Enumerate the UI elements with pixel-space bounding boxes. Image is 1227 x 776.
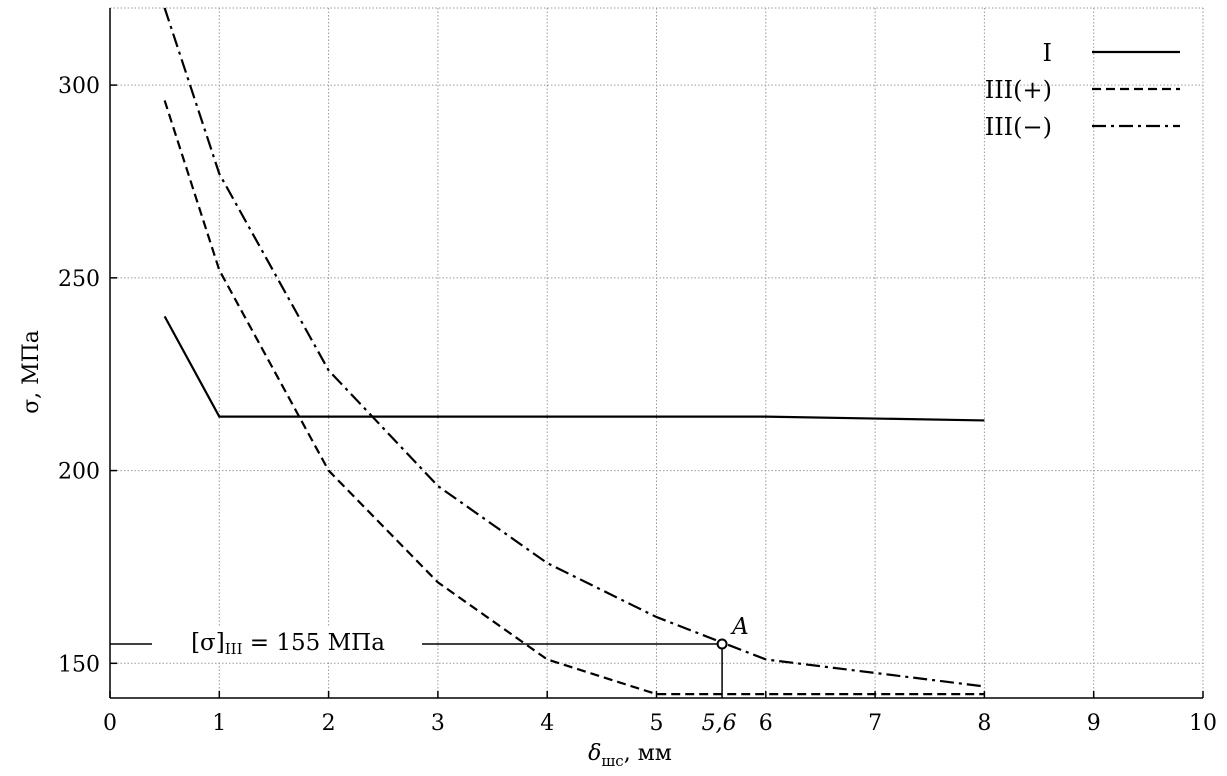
x-axis-title-unit: , мм — [624, 741, 672, 766]
x-tick-label: 5 — [650, 711, 664, 736]
x-tick-label: 4 — [540, 711, 554, 736]
legend: I III(+) III(−) — [985, 39, 1180, 141]
series-line-2 — [163, 7, 985, 688]
limit-label-sub: III — [225, 640, 243, 658]
x-tick-label: 10 — [1189, 711, 1217, 736]
legend-label-1: III(+) — [985, 76, 1052, 104]
limit-label: [σ]III = 155 МПа — [191, 630, 385, 658]
limit-annotation: [σ]III = 155 МПа A 5,6 — [110, 614, 749, 736]
point-x-label-background — [698, 708, 743, 736]
limit-label-base: [σ] — [191, 630, 225, 656]
x-tick-label: 0 — [103, 711, 117, 736]
x-tick-label: 1 — [212, 711, 226, 736]
limit-label-background — [156, 626, 420, 663]
y-tick-label: 150 — [58, 652, 100, 677]
legend-label-2: III(−) — [985, 113, 1052, 141]
point-x-label: 5,6 — [702, 711, 737, 736]
grid — [110, 7, 1204, 698]
x-tick-label: 8 — [977, 711, 991, 736]
x-axis-title: δшс, мм — [588, 741, 672, 770]
ticks: 0 1 2 3 4 5 6 7 8 9 10 150 200 250 300 — [58, 74, 1217, 736]
y-tick-label: 300 — [58, 74, 100, 99]
point-a-marker — [716, 638, 728, 650]
x-tick-label: 3 — [431, 711, 445, 736]
y-axis-title: σ, МПа — [19, 330, 44, 414]
series-line-0 — [163, 315, 985, 422]
point-a-label: A — [730, 614, 749, 640]
x-tick-label: 2 — [322, 711, 336, 736]
x-tick-label: 9 — [1087, 711, 1101, 736]
limit-label-rest: = 155 МПа — [243, 630, 386, 656]
y-tick-label: 200 — [58, 460, 100, 485]
series-line-1 — [163, 100, 985, 696]
legend-label-0: I — [1043, 39, 1052, 67]
x-tick-label: 6 — [759, 711, 773, 736]
series-group — [163, 7, 985, 696]
x-axis-title-sub: шс — [601, 752, 623, 770]
x-tick-label: 7 — [868, 711, 882, 736]
y-tick-label: 250 — [58, 267, 100, 292]
x-axis-title-main: δ — [588, 741, 601, 766]
